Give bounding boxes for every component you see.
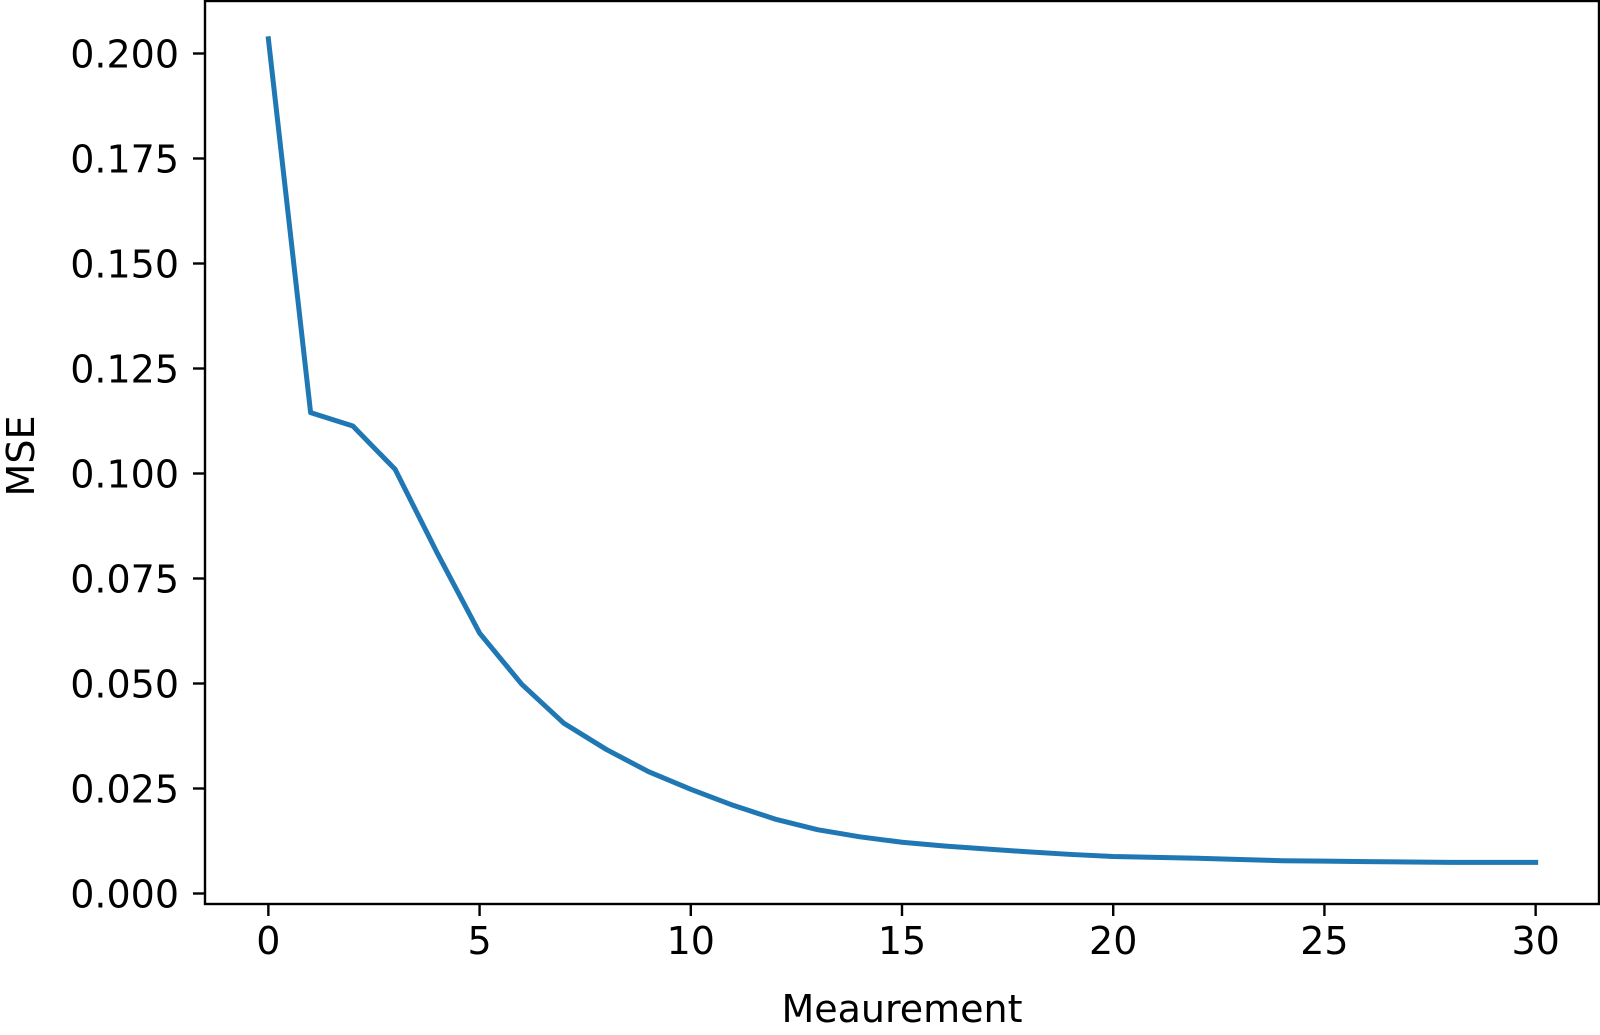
x-tick-label: 15 xyxy=(878,919,926,963)
x-tick-label: 5 xyxy=(467,919,491,963)
x-tick-label: 30 xyxy=(1511,919,1559,963)
plot-frame xyxy=(203,0,1600,906)
y-tick-label: 0.000 xyxy=(70,873,179,917)
y-tick-label: 0.025 xyxy=(70,768,179,812)
x-tick-label: 25 xyxy=(1300,919,1348,963)
series-layer xyxy=(265,36,1539,865)
x-tick-label: 10 xyxy=(667,919,715,963)
y-tick-label: 0.100 xyxy=(70,453,179,497)
x-tick-label: 20 xyxy=(1089,919,1137,963)
y-tick-label: 0.150 xyxy=(70,243,179,287)
y-tick-label: 0.200 xyxy=(70,33,179,77)
mse-series-line xyxy=(265,36,1539,865)
y-tick-label: 0.125 xyxy=(70,348,179,392)
y-tick-label: 0.050 xyxy=(70,663,179,707)
y-axis-label: MSE xyxy=(0,416,43,497)
x-axis-label: Meaurement xyxy=(781,987,1022,1031)
y-tick-label: 0.175 xyxy=(70,138,179,182)
y-tick-label: 0.075 xyxy=(70,558,179,602)
ticks-layer: 0 5 10 15 20 25 30 0.000 0.025 0.050 0.075 0.100 0.1… xyxy=(70,33,1560,964)
x-tick-label: 0 xyxy=(256,919,280,963)
